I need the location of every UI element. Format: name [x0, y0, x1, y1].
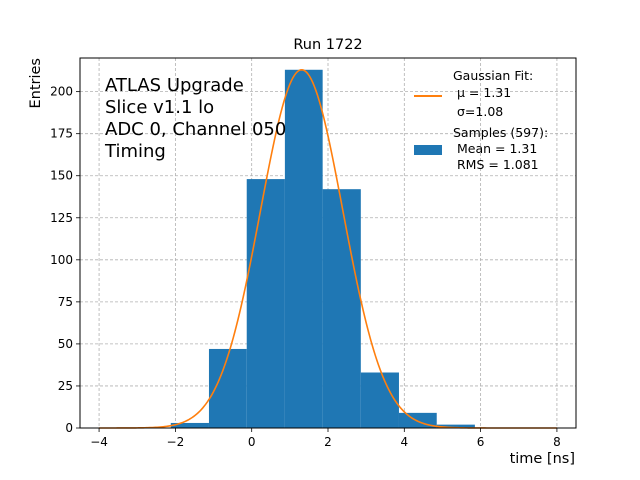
y-tick-label: 200: [50, 85, 73, 99]
x-tick-label: −4: [90, 435, 108, 449]
legend-samples-swatch: [414, 145, 442, 155]
y-tick-label: 100: [50, 253, 73, 267]
y-tick-label: 0: [65, 421, 73, 435]
y-tick-label: 150: [50, 169, 73, 183]
x-tick-label: 6: [477, 435, 485, 449]
x-tick-label: 4: [400, 435, 408, 449]
legend-fit-title: Gaussian Fit:: [453, 68, 533, 83]
y-tick-label: 175: [50, 127, 73, 141]
axis-ticks: −4 −2 0 2 4 6 8 0 25 50 75 100 125 150 175 200: [50, 85, 561, 449]
histogram-bars: [170, 69, 475, 428]
legend-fit-mu: μ = 1.31: [457, 85, 511, 100]
legend-samples-title: Samples (597):: [453, 125, 548, 140]
y-tick-label: 125: [50, 211, 73, 225]
y-tick-label: 75: [58, 295, 73, 309]
histogram-bar: [284, 69, 323, 428]
y-tick-label: 25: [58, 379, 73, 393]
x-axis-label: time [ns]: [510, 451, 575, 467]
legend-fit-sigma: σ=1.08: [457, 104, 503, 119]
annotation-text: ATLAS Upgrade Slice v1.1 lo ADC 0, Chann…: [104, 75, 286, 162]
legend: Gaussian Fit: μ = 1.31 σ=1.08 Samples (5…: [414, 68, 548, 172]
histogram-bar: [436, 424, 475, 428]
x-tick-label: 8: [553, 435, 561, 449]
y-axis-label: Entries: [28, 58, 44, 109]
histogram-bar: [322, 189, 361, 428]
annotation-line: ATLAS Upgrade: [105, 75, 244, 96]
x-tick-label: 0: [248, 435, 256, 449]
histogram-bar: [170, 422, 209, 428]
x-tick-label: −2: [167, 435, 185, 449]
histogram-bar: [246, 179, 285, 428]
histogram-bar: [360, 372, 399, 428]
legend-samples-mean: Mean = 1.31: [457, 141, 537, 156]
annotation-line: ADC 0, Channel 050: [105, 119, 286, 140]
x-tick-label: 2: [324, 435, 332, 449]
y-tick-label: 50: [58, 337, 73, 351]
annotation-line: Timing: [104, 141, 166, 162]
annotation-line: Slice v1.1 lo: [105, 97, 214, 118]
chart-title: Run 1722: [293, 37, 362, 53]
legend-samples-rms: RMS = 1.081: [457, 157, 539, 172]
